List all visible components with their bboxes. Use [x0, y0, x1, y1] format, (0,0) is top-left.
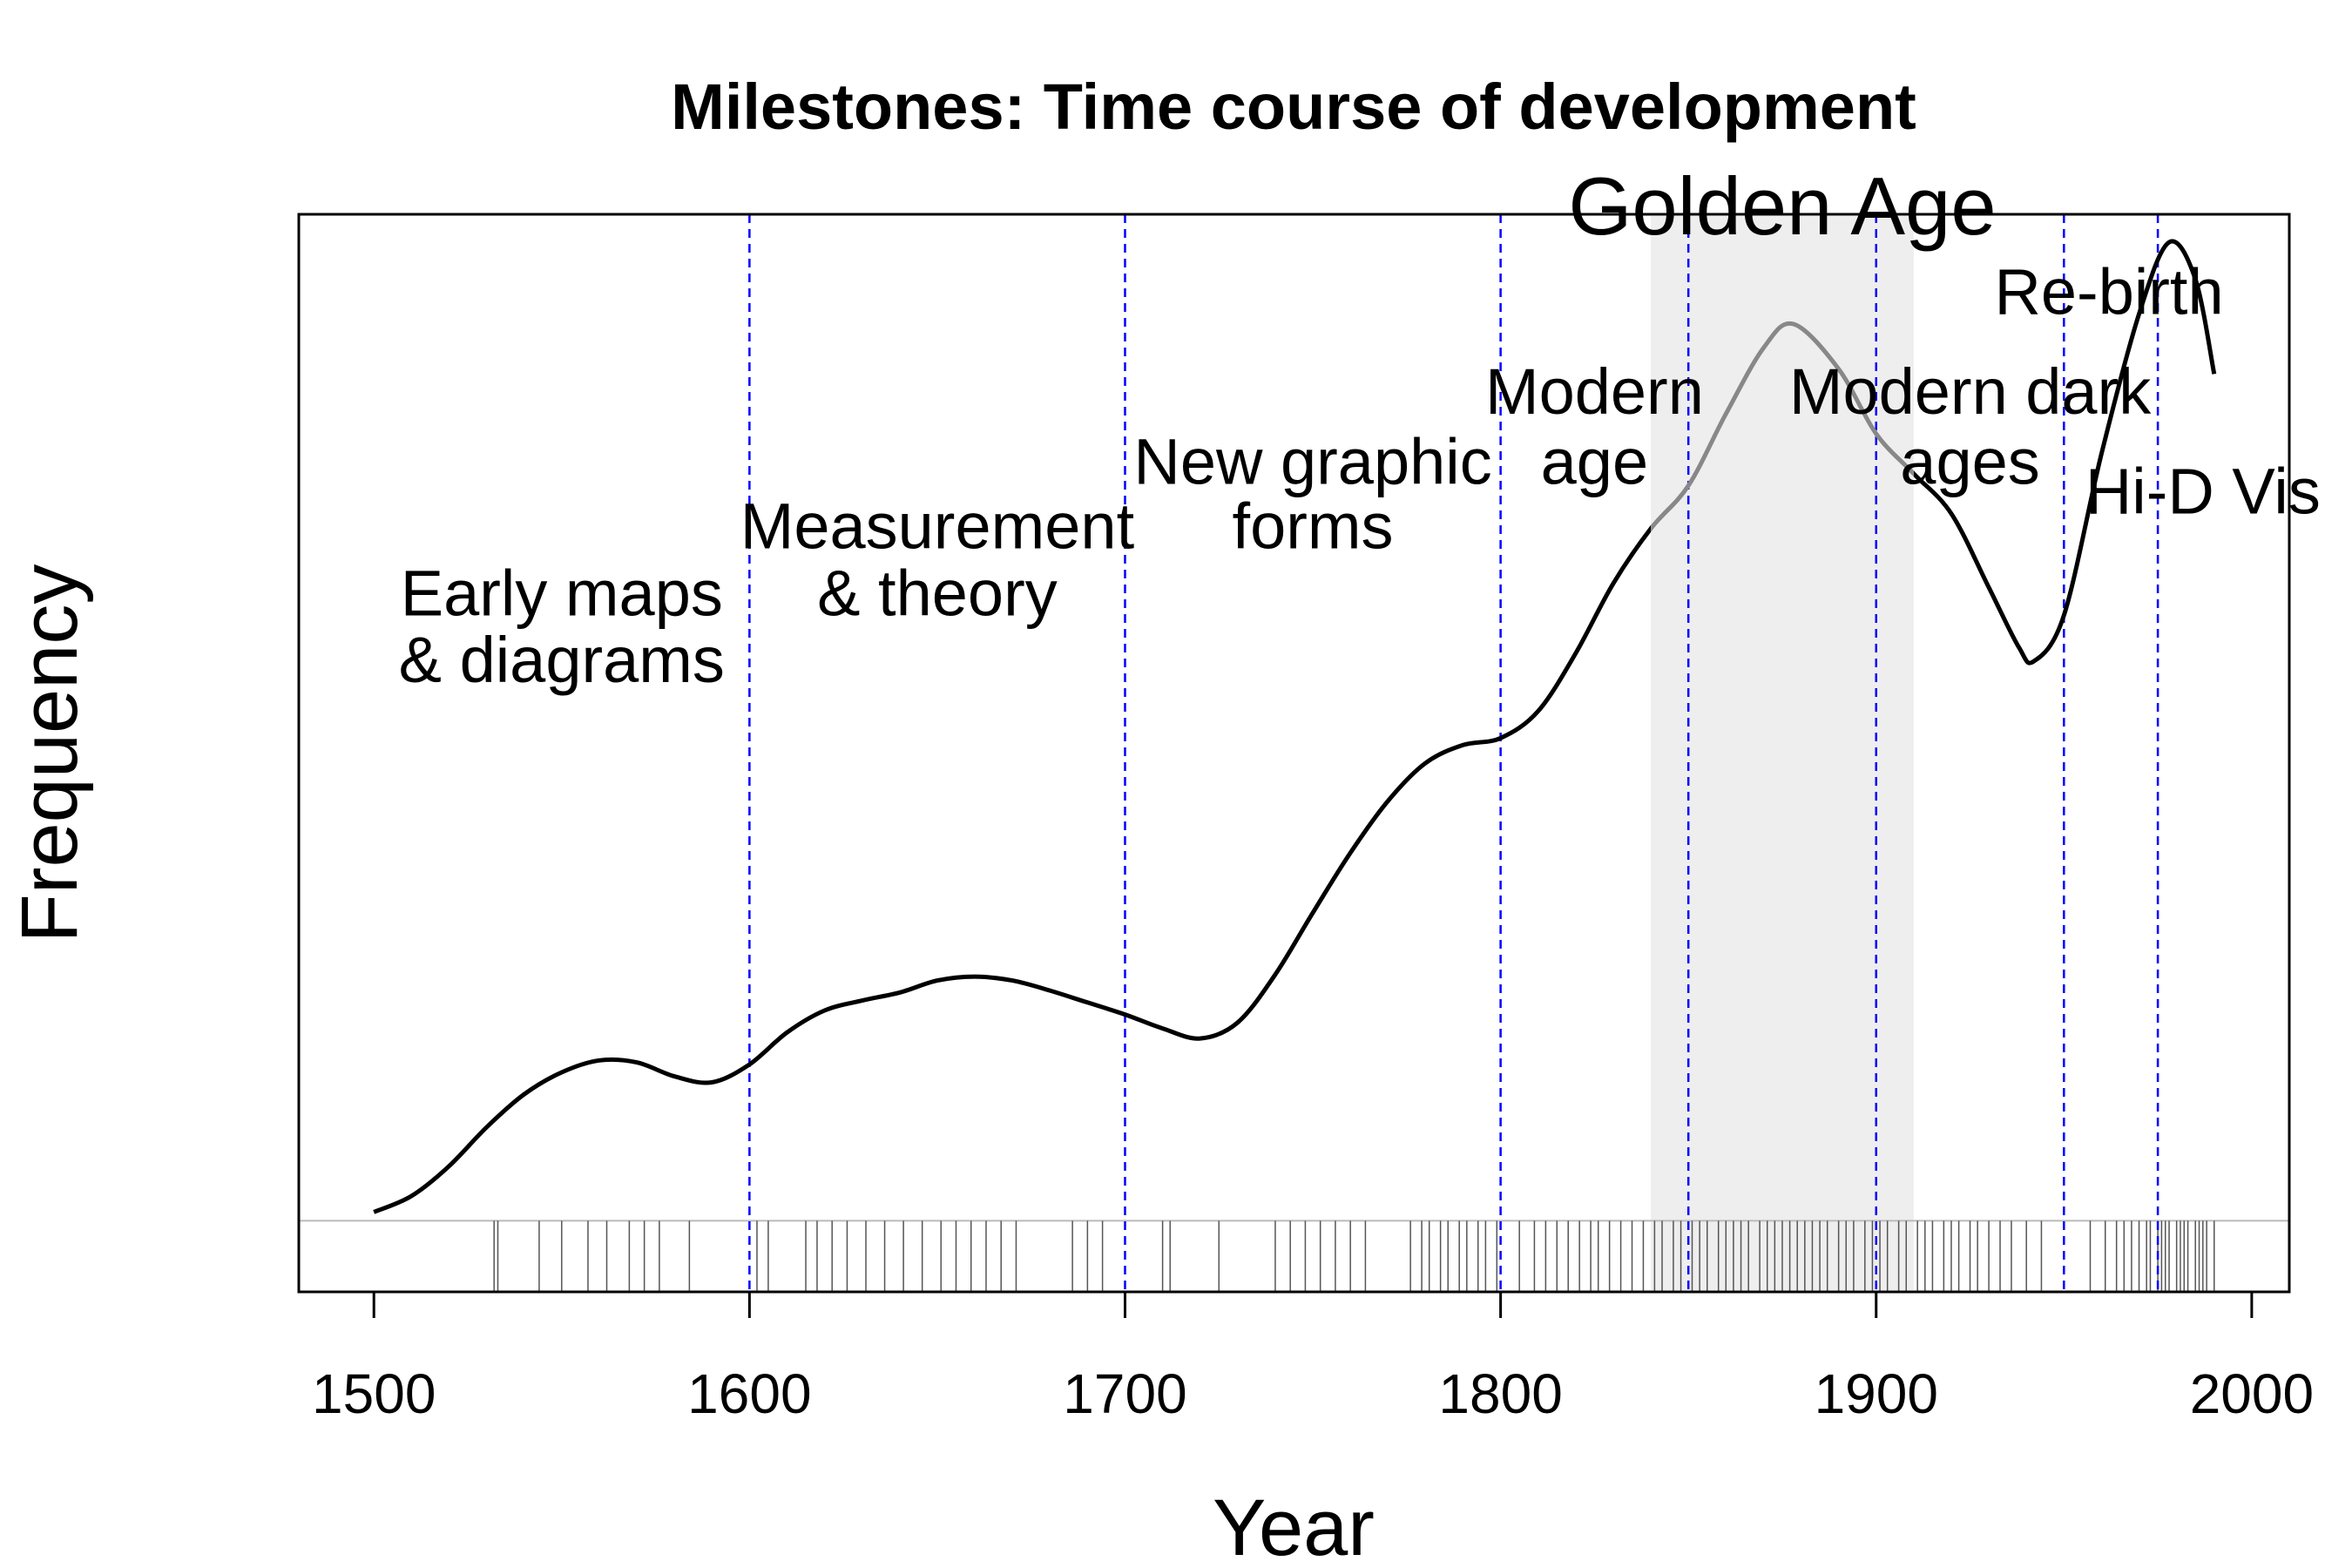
period-annotation: age: [1541, 425, 1648, 497]
golden-age-band: [1651, 216, 1914, 1290]
period-dividers: [748, 214, 2159, 1292]
density-line: [373, 239, 2217, 1214]
period-annotation: ages: [1900, 425, 2039, 497]
highlight-band: [1651, 216, 1914, 1290]
x-tick-label: 1500: [312, 1362, 436, 1425]
period-annotation: Re-birth: [1994, 256, 2223, 328]
period-annotation: forms: [1233, 490, 1394, 563]
rug-ticks: [299, 1220, 2289, 1292]
x-tick-label: 1900: [1815, 1362, 1938, 1425]
x-tick-label: 2000: [2190, 1362, 2314, 1425]
period-annotation: New graphic: [1133, 425, 1491, 497]
x-tick-label: 1800: [1438, 1362, 1562, 1425]
y-axis-label: Frequency: [5, 564, 94, 943]
period-annotation: Modern dark: [1789, 355, 2152, 428]
period-annotation: & theory: [817, 557, 1058, 629]
x-axis-label: Year: [1213, 1484, 1375, 1568]
x-axis: 1500 1600 1700 1800 1900 2000: [312, 1290, 2314, 1425]
density-curve: [373, 239, 2217, 1214]
x-tick-label: 1700: [1063, 1362, 1186, 1425]
period-annotation: Hi-D Vis: [2085, 456, 2321, 528]
period-annotation: Early maps: [401, 557, 723, 629]
period-annotation: Modern: [1485, 355, 1704, 428]
x-tick-label: 1600: [687, 1362, 811, 1425]
chart-title: Milestones: Time course of development: [671, 71, 1916, 143]
period-annotation: Measurement: [740, 490, 1135, 563]
period-annotation: Golden Age: [1568, 160, 1996, 252]
period-annotation: & diagrams: [399, 624, 725, 696]
